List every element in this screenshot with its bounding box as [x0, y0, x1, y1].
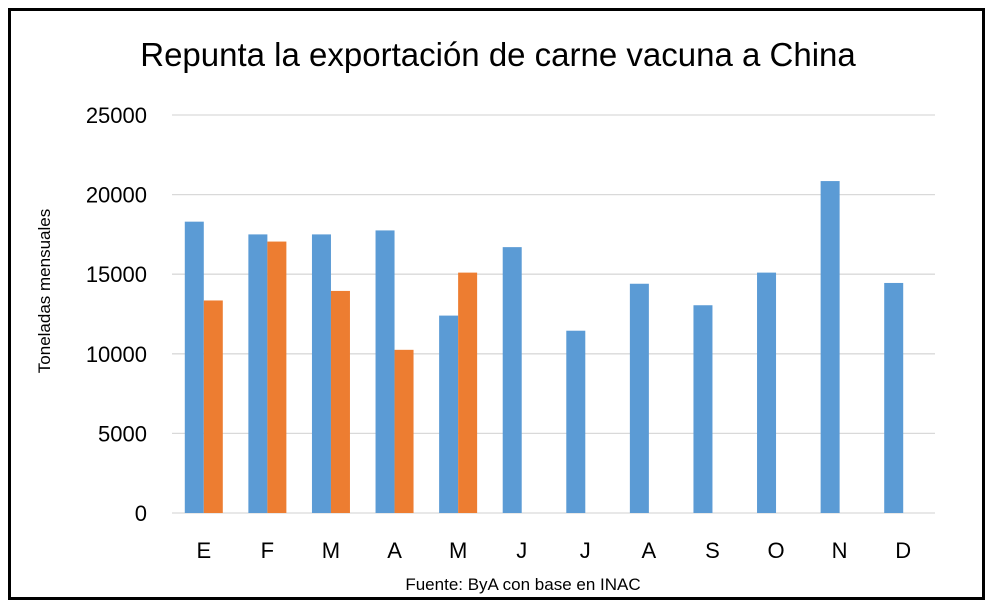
- bar-series1-2: [311, 234, 331, 513]
- y-axis-label: Toneladas mensuales: [35, 209, 54, 373]
- x-tick-label: D: [895, 538, 911, 563]
- y-axis-ticks: 0 5000 10000 15000 20000 25000: [86, 103, 147, 526]
- x-tick-label: O: [767, 538, 784, 563]
- bar-series1-10: [820, 181, 840, 513]
- x-tick-label: E: [196, 538, 211, 563]
- x-tick-label: S: [705, 538, 720, 563]
- source-note: Fuente: ByA con base en INAC: [405, 575, 640, 594]
- bar-series1-6: [566, 330, 586, 513]
- x-tick-label: F: [261, 538, 274, 563]
- gridlines: [172, 114, 935, 514]
- x-tick-label: A: [642, 538, 657, 563]
- bar-series1-4: [439, 315, 459, 513]
- bar-series1-5: [502, 247, 522, 514]
- y-tick-label: 5000: [98, 421, 147, 446]
- y-tick-label: 10000: [86, 342, 147, 367]
- bar-series1-7: [629, 283, 649, 513]
- x-tick-label: A: [387, 538, 402, 563]
- bar-series2-0: [203, 300, 223, 513]
- bar-series1-1: [248, 234, 268, 513]
- bar-series2-3: [394, 349, 414, 513]
- bar-series1-0: [184, 221, 204, 513]
- x-tick-label: N: [832, 538, 848, 563]
- y-tick-label: 0: [135, 501, 147, 526]
- bar-series1-9: [757, 272, 777, 513]
- bar-series1-8: [693, 305, 713, 513]
- x-tick-label: M: [322, 538, 340, 563]
- bar-series2-1: [267, 241, 287, 513]
- y-tick-label: 20000: [86, 183, 147, 208]
- bars: [184, 181, 904, 514]
- y-tick-label: 25000: [86, 103, 147, 128]
- bar-series1-11: [884, 282, 904, 513]
- bar-series2-4: [458, 272, 478, 513]
- y-tick-label: 15000: [86, 262, 147, 287]
- bar-series1-3: [375, 230, 395, 514]
- bar-series2-2: [330, 290, 350, 513]
- x-tick-label: J: [580, 538, 591, 563]
- chart-title: Repunta la exportación de carne vacuna a…: [140, 36, 856, 73]
- x-tick-label: J: [516, 538, 527, 563]
- x-tick-label: M: [449, 538, 467, 563]
